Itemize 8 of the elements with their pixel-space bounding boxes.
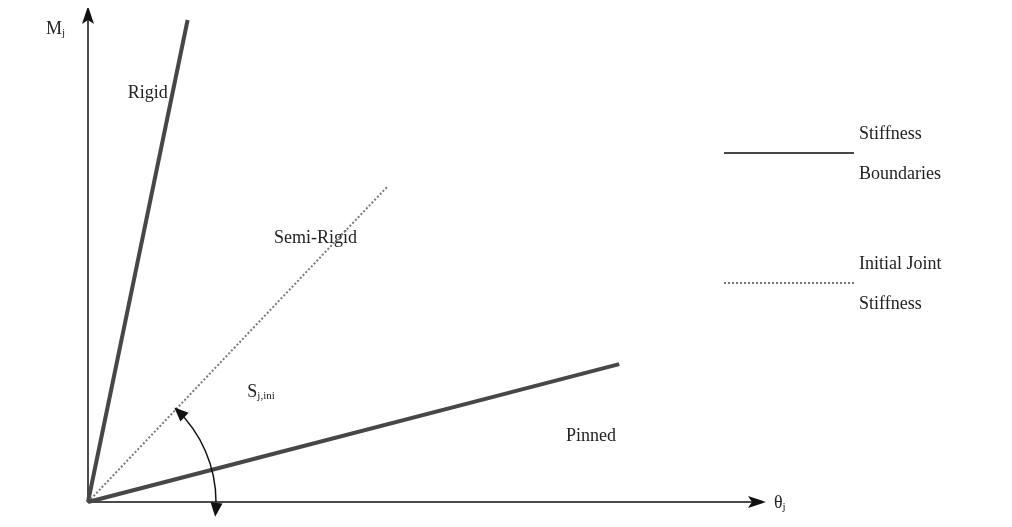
x-axis-title: θj xyxy=(774,492,786,512)
annotation: Pinned xyxy=(566,424,617,445)
text: Stiffness Boundaries xyxy=(859,123,941,183)
annotation: Semi-Rigid xyxy=(273,226,357,247)
annotation: Sj,ini xyxy=(247,381,275,402)
text: Initial Joint Stiffness xyxy=(859,253,946,313)
annotation: Rigid xyxy=(127,82,168,103)
y-axis-title: Mj xyxy=(46,18,66,38)
